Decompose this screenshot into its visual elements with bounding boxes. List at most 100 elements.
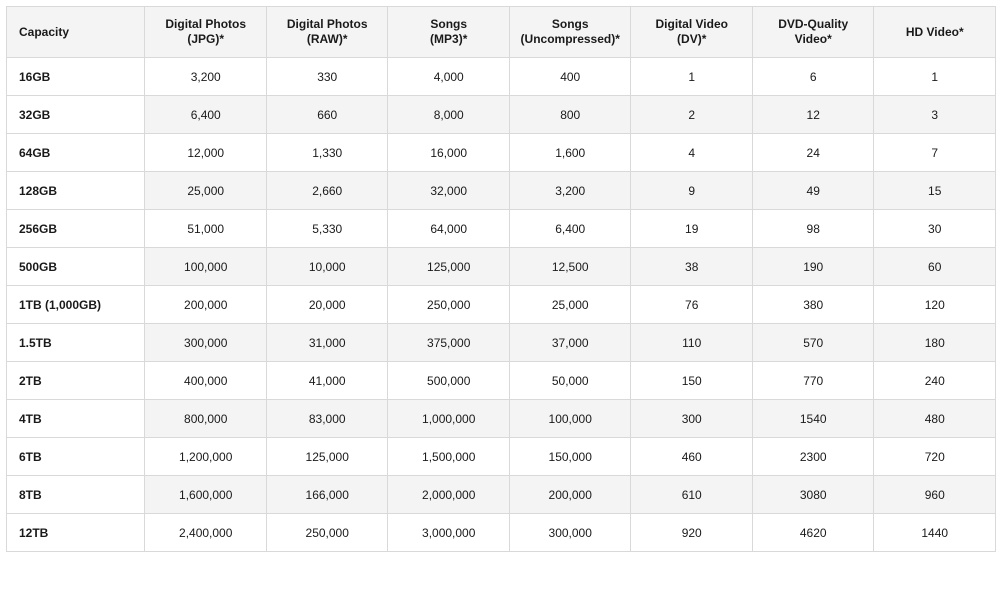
data-cell: 98 [752, 210, 874, 248]
data-cell: 2300 [752, 438, 874, 476]
data-cell: 3,200 [145, 58, 267, 96]
capacity-cell: 12TB [7, 514, 145, 552]
data-cell: 125,000 [388, 248, 510, 286]
column-header: DVD-QualityVideo* [752, 7, 874, 58]
data-cell: 190 [752, 248, 874, 286]
data-cell: 330 [266, 58, 388, 96]
table-row: 12TB2,400,000250,0003,000,000300,0009204… [7, 514, 996, 552]
data-cell: 3,200 [509, 172, 631, 210]
capacity-cell: 1.5TB [7, 324, 145, 362]
data-cell: 19 [631, 210, 753, 248]
data-cell: 300 [631, 400, 753, 438]
column-header-text: Video* [761, 32, 866, 47]
data-cell: 32,000 [388, 172, 510, 210]
data-cell: 380 [752, 286, 874, 324]
table-row: 6TB1,200,000125,0001,500,000150,00046023… [7, 438, 996, 476]
data-cell: 610 [631, 476, 753, 514]
data-cell: 12 [752, 96, 874, 134]
data-cell: 166,000 [266, 476, 388, 514]
data-cell: 920 [631, 514, 753, 552]
data-cell: 1 [874, 58, 996, 96]
data-cell: 1,600,000 [145, 476, 267, 514]
data-cell: 5,330 [266, 210, 388, 248]
column-header: Songs(Uncompressed)* [509, 7, 631, 58]
data-cell: 51,000 [145, 210, 267, 248]
data-cell: 12,500 [509, 248, 631, 286]
column-header: Digital Video(DV)* [631, 7, 753, 58]
capacity-cell: 8TB [7, 476, 145, 514]
data-cell: 6 [752, 58, 874, 96]
capacity-cell: 16GB [7, 58, 145, 96]
data-cell: 300,000 [145, 324, 267, 362]
column-header-text: (MP3)* [396, 32, 501, 47]
data-cell: 1,200,000 [145, 438, 267, 476]
data-cell: 2 [631, 96, 753, 134]
data-cell: 64,000 [388, 210, 510, 248]
data-cell: 24 [752, 134, 874, 172]
capacity-cell: 500GB [7, 248, 145, 286]
table-row: 128GB25,0002,66032,0003,20094915 [7, 172, 996, 210]
data-cell: 200,000 [145, 286, 267, 324]
column-header-text: Songs [518, 17, 623, 32]
data-cell: 1,500,000 [388, 438, 510, 476]
data-cell: 49 [752, 172, 874, 210]
data-cell: 10,000 [266, 248, 388, 286]
data-cell: 37,000 [509, 324, 631, 362]
data-cell: 375,000 [388, 324, 510, 362]
data-cell: 38 [631, 248, 753, 286]
data-cell: 4,000 [388, 58, 510, 96]
data-cell: 50,000 [509, 362, 631, 400]
capacity-cell: 6TB [7, 438, 145, 476]
data-cell: 1440 [874, 514, 996, 552]
column-header: Digital Photos(RAW)* [266, 7, 388, 58]
data-cell: 1540 [752, 400, 874, 438]
table-header-row: CapacityDigital Photos(JPG)*Digital Phot… [7, 7, 996, 58]
data-cell: 120 [874, 286, 996, 324]
data-cell: 20,000 [266, 286, 388, 324]
data-cell: 1,000,000 [388, 400, 510, 438]
data-cell: 4620 [752, 514, 874, 552]
column-header-text: (JPG)* [153, 32, 258, 47]
data-cell: 240 [874, 362, 996, 400]
data-cell: 960 [874, 476, 996, 514]
table-row: 8TB1,600,000166,0002,000,000200,00061030… [7, 476, 996, 514]
column-header-text: (Uncompressed)* [518, 32, 623, 47]
data-cell: 60 [874, 248, 996, 286]
column-header-text: Digital Photos [275, 17, 380, 32]
data-cell: 3 [874, 96, 996, 134]
data-cell: 83,000 [266, 400, 388, 438]
data-cell: 460 [631, 438, 753, 476]
data-cell: 16,000 [388, 134, 510, 172]
data-cell: 31,000 [266, 324, 388, 362]
column-header-text: Digital Video [639, 17, 744, 32]
column-header: HD Video* [874, 7, 996, 58]
column-header: Songs(MP3)* [388, 7, 510, 58]
data-cell: 660 [266, 96, 388, 134]
data-cell: 2,400,000 [145, 514, 267, 552]
data-cell: 30 [874, 210, 996, 248]
data-cell: 150,000 [509, 438, 631, 476]
data-cell: 480 [874, 400, 996, 438]
column-header-capacity: Capacity [7, 7, 145, 58]
data-cell: 250,000 [266, 514, 388, 552]
data-cell: 76 [631, 286, 753, 324]
table-row: 256GB51,0005,33064,0006,400199830 [7, 210, 996, 248]
data-cell: 770 [752, 362, 874, 400]
capacity-cell: 4TB [7, 400, 145, 438]
data-cell: 720 [874, 438, 996, 476]
data-cell: 180 [874, 324, 996, 362]
data-cell: 1,600 [509, 134, 631, 172]
table-row: 1.5TB300,00031,000375,00037,000110570180 [7, 324, 996, 362]
column-header: Digital Photos(JPG)* [145, 7, 267, 58]
data-cell: 2,000,000 [388, 476, 510, 514]
data-cell: 8,000 [388, 96, 510, 134]
data-cell: 6,400 [509, 210, 631, 248]
data-cell: 25,000 [509, 286, 631, 324]
column-header-text: (RAW)* [275, 32, 380, 47]
data-cell: 300,000 [509, 514, 631, 552]
column-header-text: Digital Photos [153, 17, 258, 32]
data-cell: 41,000 [266, 362, 388, 400]
data-cell: 2,660 [266, 172, 388, 210]
column-header-text: Songs [396, 17, 501, 32]
data-cell: 12,000 [145, 134, 267, 172]
